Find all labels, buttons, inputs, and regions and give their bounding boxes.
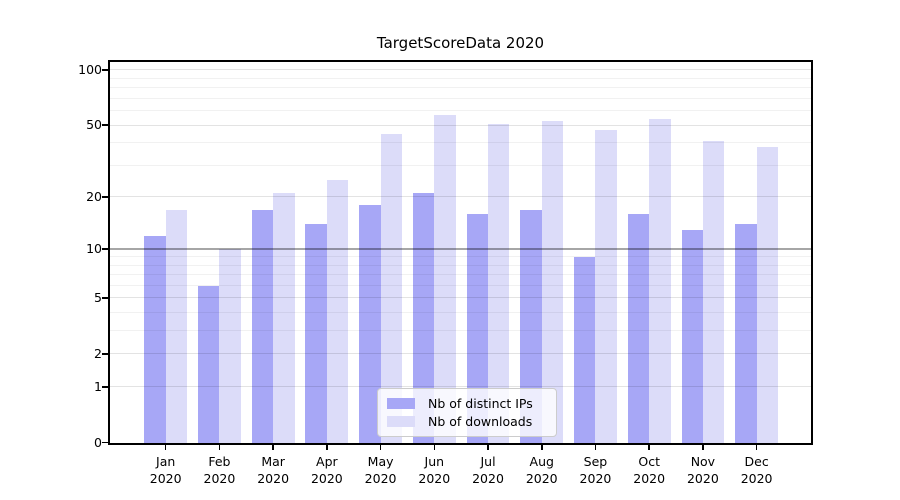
y-axis-line [108, 60, 110, 446]
emphasized-gridline [110, 248, 811, 251]
bar-downloads-oct [649, 119, 671, 443]
x-tick-mark [648, 444, 650, 450]
x-tick-label-nov: Nov 2020 [686, 454, 719, 486]
minor-gridline [110, 77, 811, 79]
plot-area [108, 60, 813, 446]
bar-ips-jul [466, 214, 488, 443]
minor-gridline [110, 87, 811, 89]
minor-gridline [110, 312, 811, 314]
major-gridline [110, 69, 811, 71]
y-tick-label: 20 [86, 188, 102, 204]
x-tick-mark [433, 444, 436, 450]
minor-gridline [110, 97, 811, 99]
major-gridline [110, 196, 811, 198]
x-tick-label-jan: Jan 2020 [149, 454, 182, 486]
bar-ips-mar [251, 209, 274, 443]
minor-gridline [110, 285, 811, 287]
major-gridline [110, 353, 811, 355]
x-tick-mark [487, 444, 489, 450]
x-tick-label-dec: Dec 2020 [740, 454, 773, 486]
bar-downloads-mar [273, 193, 295, 443]
y-tick-label: 100 [78, 61, 102, 77]
y-tick-mark [101, 248, 109, 250]
legend-item-downloads: Nb of downloads [387, 414, 548, 429]
bar-downloads-feb [219, 249, 241, 443]
x-tick-mark [164, 444, 167, 450]
x-tick-label-may: May 2020 [364, 454, 397, 486]
x-tick-label-jun: Jun 2020 [418, 454, 451, 486]
y-tick-label: 5 [94, 289, 102, 305]
bar-ips-oct [627, 214, 650, 443]
bar-downloads-nov [702, 141, 725, 443]
x-tick-label-feb: Feb 2020 [203, 454, 236, 486]
x-tick-label-mar: Mar 2020 [257, 454, 290, 486]
grid-layer [110, 62, 811, 443]
legend-item-distinct-ips: Nb of distinct IPs [387, 396, 548, 411]
x-tick-mark [326, 444, 328, 450]
x-tick-mark [379, 444, 382, 450]
y-tick-mark [101, 441, 109, 444]
minor-gridline [110, 330, 811, 332]
bar-downloads-may [380, 133, 402, 443]
major-gridline [110, 124, 811, 126]
bar-ips-jan [144, 235, 166, 443]
minor-gridline [110, 256, 811, 258]
x-tick-label-aug: Aug 2020 [525, 454, 558, 486]
bar-downloads-dec [756, 147, 778, 443]
minor-gridline [110, 264, 811, 266]
y-tick-mark [101, 385, 109, 388]
x-tick-label-apr: Apr 2020 [310, 454, 343, 486]
bar-ips-nov [681, 229, 703, 443]
y-tick-mark [101, 196, 109, 198]
minor-gridline [110, 110, 811, 112]
y-tick-label: 2 [94, 345, 102, 361]
legend-label-distinct-ips: Nb of distinct IPs [428, 396, 533, 411]
x-tick-label-oct: Oct 2020 [633, 454, 666, 486]
x-tick-mark [272, 444, 274, 450]
bar-ips-may [359, 205, 381, 443]
bar-ips-dec [735, 224, 757, 443]
bar-downloads-aug [541, 120, 564, 443]
x-tick-label-jul: Jul 2020 [472, 454, 504, 486]
minor-gridline [110, 142, 811, 144]
y-tick-mark [101, 69, 109, 71]
bar-ips-apr [305, 224, 327, 443]
x-tick-mark [594, 444, 597, 450]
x-tick-mark [755, 444, 758, 450]
legend-swatch-downloads [387, 416, 415, 427]
bar-ips-feb [198, 285, 220, 443]
y-tick-label: 1 [94, 378, 102, 394]
bar-downloads-sep [595, 130, 617, 443]
bars-layer [110, 62, 811, 443]
legend: Nb of distinct IPs Nb of downloads [377, 388, 557, 437]
bar-downloads-jan [165, 209, 188, 443]
minor-gridline [110, 164, 811, 166]
bar-ips-sep [574, 257, 596, 443]
bar-downloads-jul [488, 123, 510, 443]
bar-downloads-apr [326, 179, 349, 443]
legend-label-downloads: Nb of downloads [428, 414, 533, 429]
y-tick-label: 0 [94, 434, 102, 450]
x-tick-mark [540, 444, 543, 450]
minor-gridline [110, 274, 811, 276]
bar-downloads-jun [434, 115, 456, 443]
x-axis-line [109, 443, 812, 445]
y-tick-mark [101, 124, 109, 126]
right-spine [811, 60, 813, 446]
y-tick-label: 10 [86, 241, 102, 257]
x-tick-mark [218, 444, 221, 450]
chart-title: TargetScoreData 2020 [376, 34, 545, 52]
y-tick-mark [101, 297, 109, 299]
major-gridline [110, 297, 811, 299]
y-tick-label: 50 [86, 117, 102, 133]
legend-swatch-distinct-ips [387, 398, 415, 409]
major-gridline [110, 386, 811, 388]
y-tick-mark [101, 353, 109, 355]
x-tick-label-sep: Sep 2020 [579, 454, 612, 486]
bar-ips-aug [520, 209, 542, 443]
top-spine [109, 60, 812, 62]
bar-ips-jun [412, 193, 435, 443]
x-tick-mark [702, 444, 704, 450]
